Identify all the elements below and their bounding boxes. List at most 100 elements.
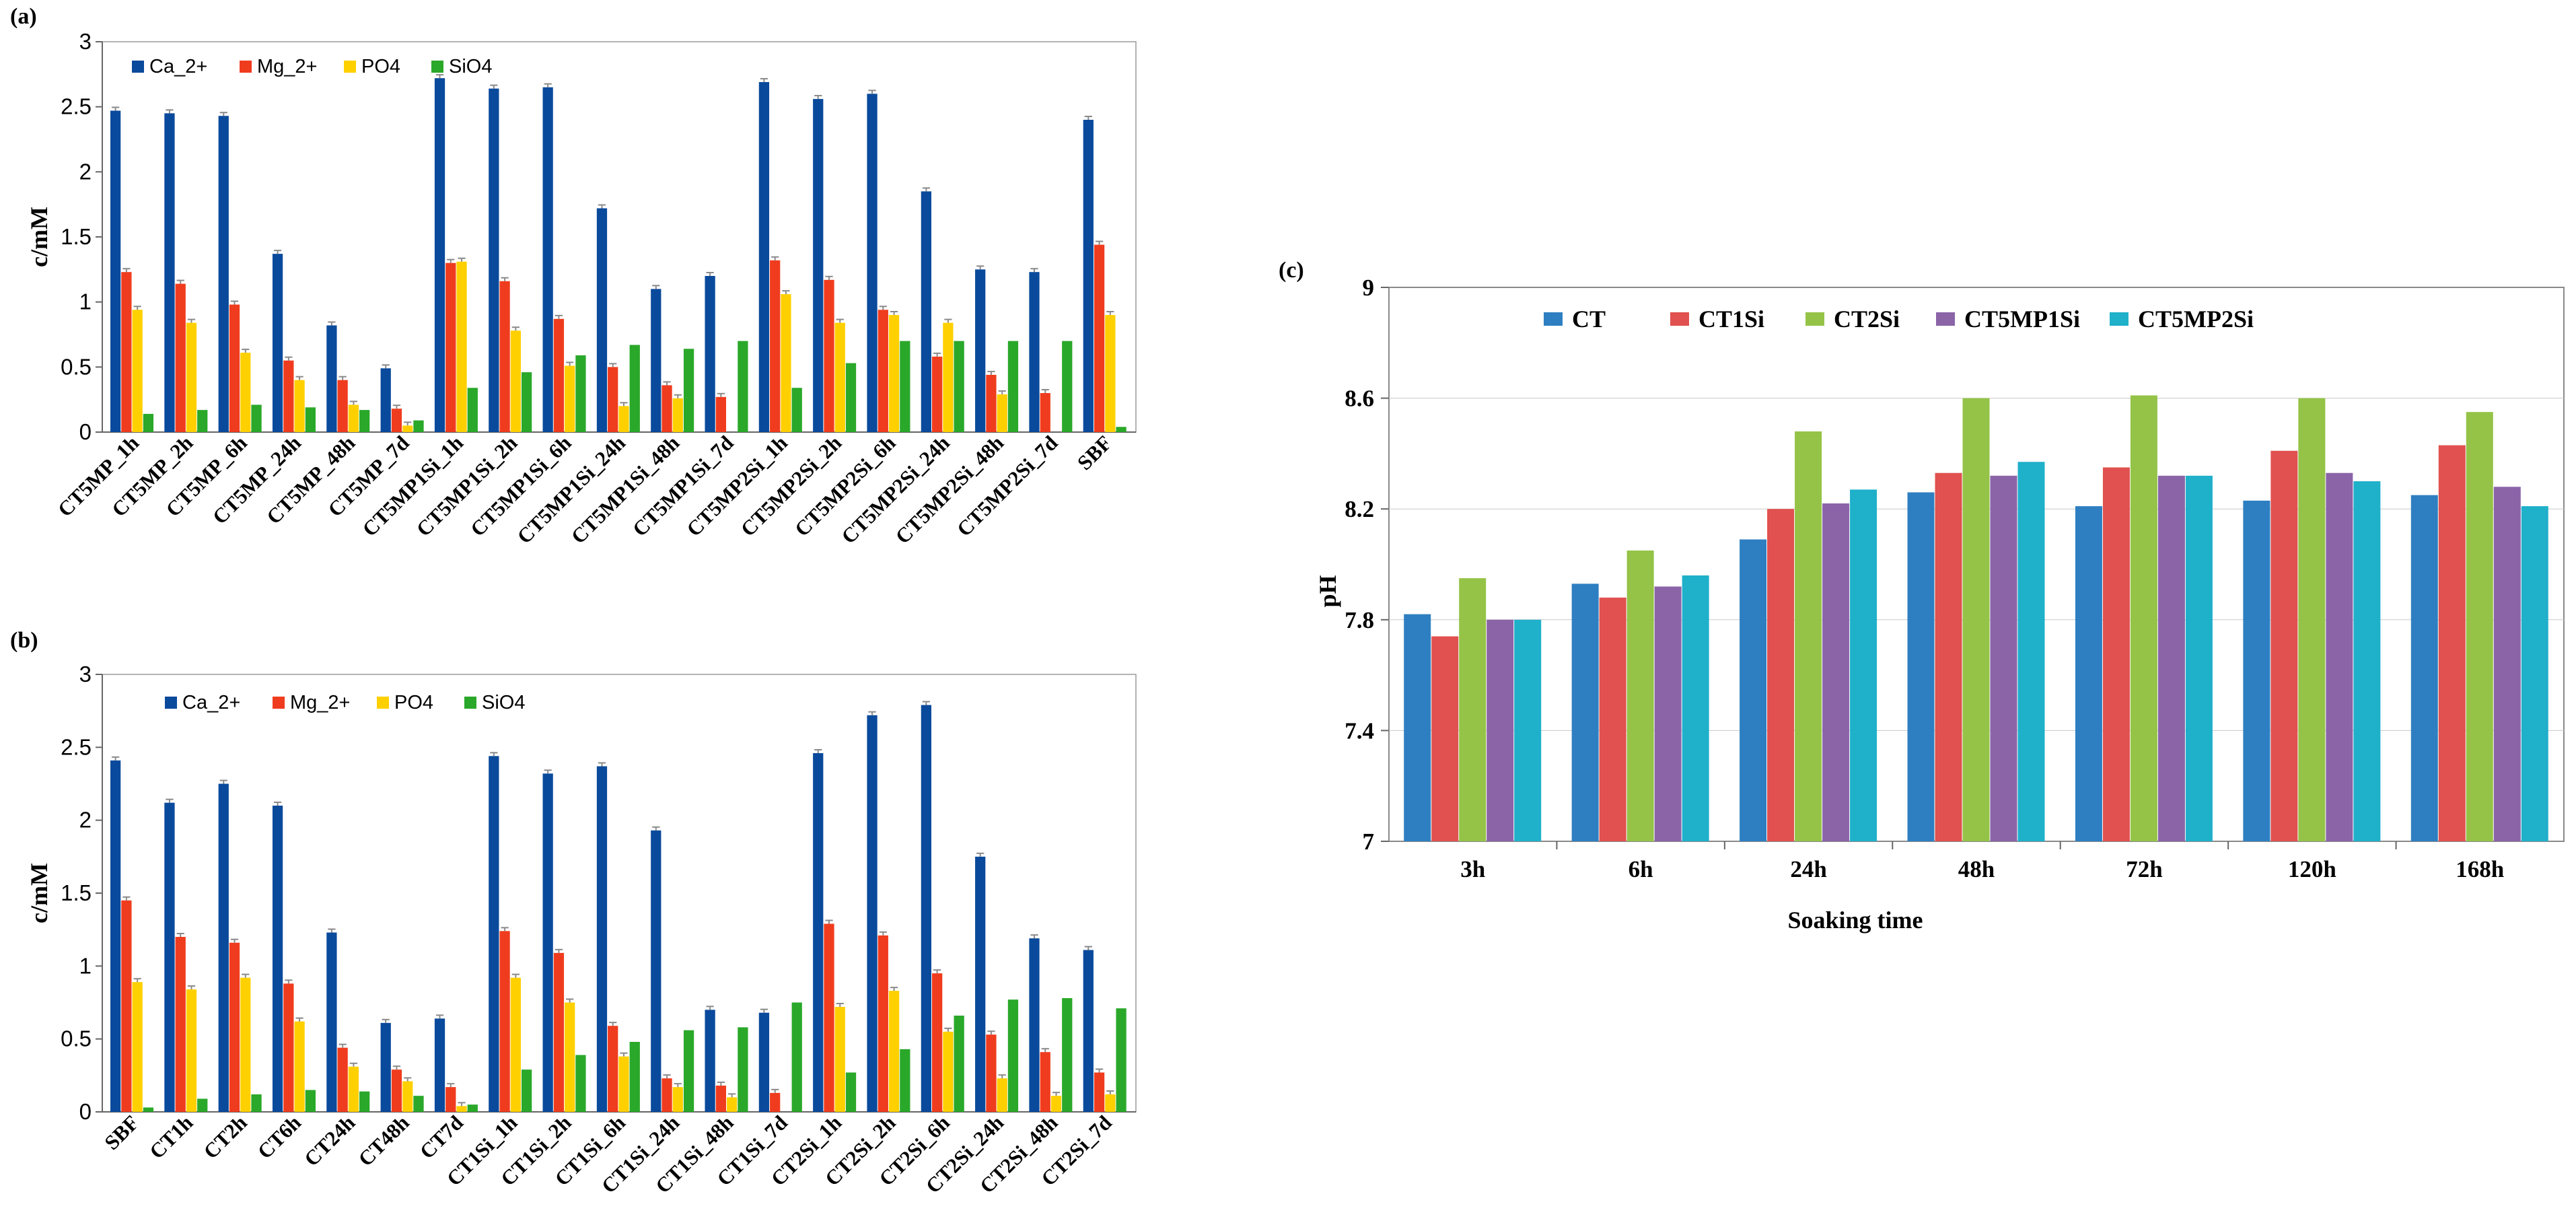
bar-Mg_2+ [283, 360, 294, 432]
bar-CT5MP2Si [2017, 462, 2045, 841]
bar-Ca_2+ [1029, 938, 1040, 1112]
bar-Ca_2+ [542, 773, 553, 1112]
bar-CT2Si [2130, 395, 2157, 841]
bar-SiO4 [143, 413, 154, 432]
bar-SiO4 [197, 1098, 208, 1112]
bar-CT5MP2Si [1514, 619, 1542, 841]
bar-SiO4 [1062, 341, 1073, 432]
legend-swatch-SiO4 [431, 61, 443, 73]
bar-SiO4 [521, 1069, 532, 1112]
bar-Ca_2+ [705, 1010, 715, 1112]
bar-Mg_2+ [445, 262, 456, 432]
legend-swatch-Ca_2+ [132, 61, 144, 73]
bar-PO4 [726, 1097, 738, 1112]
bar-Ca_2+ [272, 254, 283, 432]
bar-Mg_2+ [121, 900, 132, 1112]
bar-SiO4 [143, 1107, 154, 1112]
legend-label: SiO4 [449, 56, 492, 77]
bar-Mg_2+ [391, 1069, 402, 1112]
bar-SiO4 [791, 388, 802, 432]
bar-CT [1404, 614, 1431, 841]
bar-Ca_2+ [596, 766, 608, 1112]
bar-Mg_2+ [878, 935, 888, 1112]
bar-PO4 [1105, 1094, 1116, 1112]
bar-Ca_2+ [489, 756, 499, 1112]
legend-label: Ca_2+ [149, 56, 207, 77]
bar-Mg_2+ [986, 1034, 997, 1112]
y-axis-title: c/mM [26, 207, 52, 267]
bar-SiO4 [575, 355, 586, 432]
bar-Ca_2+ [164, 802, 175, 1112]
bar-PO4 [132, 982, 143, 1112]
bar-PO4 [565, 1002, 575, 1112]
bar-CT1Si [2438, 445, 2466, 841]
bar-Ca_2+ [1083, 950, 1094, 1112]
y-tick-label: 2 [79, 159, 92, 184]
bar-CT2Si [1459, 578, 1487, 841]
bar-SiO4 [305, 1090, 316, 1112]
panel-label: (b) [10, 628, 38, 653]
bar-SiO4 [900, 341, 910, 432]
y-tick-label: 1 [79, 953, 92, 978]
y-axis-title: pH [1314, 575, 1341, 607]
bar-PO4 [510, 977, 521, 1112]
bar-Ca_2+ [434, 78, 445, 433]
legend-swatch-PO4 [344, 61, 356, 73]
bar-CT1Si [1767, 509, 1795, 841]
bar-Mg_2+ [391, 409, 402, 432]
bar-SiO4 [1007, 341, 1019, 432]
bar-PO4 [997, 1078, 1007, 1112]
y-tick-label: 1 [79, 289, 92, 314]
bar-PO4 [294, 1021, 305, 1112]
bar-SiO4 [359, 410, 370, 432]
legend-swatch-CT2Si [1805, 312, 1824, 326]
legend-swatch-PO4 [377, 697, 389, 709]
y-tick-label: 0 [79, 419, 92, 444]
bar-PO4 [402, 425, 413, 432]
y-tick-label: 1.5 [61, 224, 92, 249]
bar-CT1Si [2102, 467, 2130, 841]
bar-CT [1907, 492, 1935, 841]
x-tick-label: CT24h [299, 1111, 359, 1170]
bar-CT5MP1Si [1822, 503, 1850, 841]
bar-SiO4 [521, 372, 532, 432]
y-tick-label: 0.5 [61, 354, 92, 379]
bar-CT2Si [1962, 398, 1990, 841]
bar-Mg_2+ [553, 318, 565, 432]
bar-CT1Si [2270, 450, 2298, 841]
x-tick-label: 6h [1629, 856, 1653, 882]
bar-Ca_2+ [380, 368, 391, 432]
panel-c-chart: (c) 7 7.4 7.8 8.2 8.6 9 pH Soaking time 3h 6h 24h 48… [1279, 258, 2565, 934]
legend-swatch-CT5MP2Si [2110, 312, 2128, 326]
bar-Mg_2+ [661, 1078, 672, 1112]
bar-PO4 [672, 1087, 683, 1112]
y-axis-title: c/mM [26, 863, 52, 923]
x-tick-label: 24h [1790, 856, 1826, 882]
legend-label: CT1Si [1698, 306, 1764, 332]
legend-label: Ca_2+ [182, 692, 240, 713]
bar-Mg_2+ [337, 380, 348, 432]
bar-Mg_2+ [824, 923, 834, 1112]
panel-label: (c) [1279, 258, 1304, 283]
x-tick-label: CT6h [253, 1111, 306, 1163]
bar-CT [2410, 495, 2438, 841]
bar-PO4 [132, 310, 143, 432]
bar-PO4 [1105, 315, 1116, 432]
x-tick-label: CT48h [353, 1111, 413, 1170]
x-tick-label: 48h [1958, 856, 1995, 882]
bar-Ca_2+ [758, 81, 770, 432]
legend-swatch-SiO4 [464, 697, 476, 709]
bar-PO4 [888, 315, 900, 432]
bar-PO4 [1050, 1096, 1062, 1112]
bar-CT5MP2Si [2521, 506, 2548, 841]
bar-PO4 [888, 991, 900, 1112]
bar-SiO4 [1007, 999, 1019, 1112]
legend-swatch-CT5MP1Si [1936, 312, 1955, 326]
bar-Mg_2+ [661, 385, 672, 432]
bar-Mg_2+ [931, 356, 943, 432]
bar-SiO4 [629, 1042, 640, 1112]
bar-Mg_2+ [715, 1086, 726, 1112]
bar-Ca_2+ [921, 191, 931, 432]
bar-Mg_2+ [499, 281, 510, 432]
